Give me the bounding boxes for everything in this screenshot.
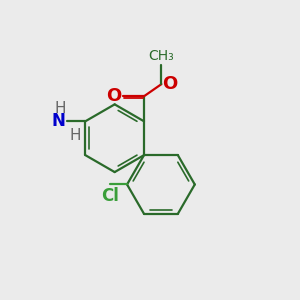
Text: O: O [106,87,121,105]
Text: O: O [163,75,178,93]
Text: N: N [52,112,66,130]
Text: Cl: Cl [101,187,119,205]
Text: H: H [69,128,81,143]
Text: CH₃: CH₃ [148,49,174,63]
Text: H: H [54,101,66,116]
